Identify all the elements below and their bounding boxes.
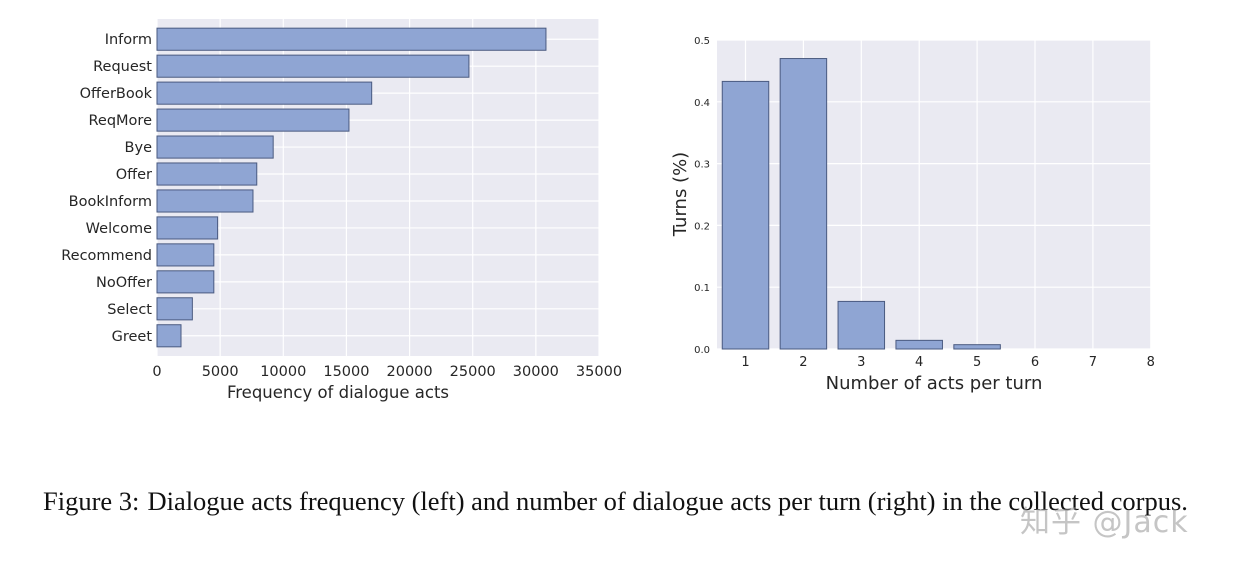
left-x-tick-label: 35000	[576, 364, 622, 380]
right-y-axis-label: Turns (%)	[670, 152, 691, 237]
right-bar-3	[837, 300, 886, 350]
left-x-axis-label: Frequency of dialogue acts	[227, 383, 449, 402]
right-bar-4	[895, 339, 943, 350]
right-x-tick-label: 6	[1031, 355, 1039, 370]
left-bar-recommend	[156, 243, 215, 267]
left-y-tick-label: ReqMore	[89, 113, 153, 129]
left-y-tick-label: Bye	[125, 140, 153, 156]
left-bar-select	[156, 297, 193, 321]
left-x-tick-label: 10000	[260, 364, 306, 380]
left-y-tick-label: Recommend	[61, 248, 152, 264]
right-y-tick-label: 0.0	[694, 345, 710, 356]
right-x-tick-label: 1	[741, 355, 749, 370]
right-bar-chart: 0.0 0.1 0.2 0.3 0.4 0.5 1 2 3 4 5 6 7 8 Number of acts…	[670, 36, 1155, 394]
left-bar-reqmore	[156, 108, 350, 132]
right-y-tick-label: 0.3	[694, 160, 710, 171]
left-y-tick-label: Inform	[105, 32, 152, 48]
right-x-axis-label: Number of acts per turn	[826, 373, 1043, 394]
right-y-tick-label: 0.1	[694, 283, 710, 294]
left-y-tick-label: NoOffer	[96, 275, 152, 291]
left-bar-request	[156, 54, 470, 78]
caption-text: Dialogue acts frequency (left) and numbe…	[147, 486, 1188, 516]
left-x-tick-label: 5000	[202, 364, 239, 380]
left-bar-bye	[156, 135, 274, 159]
figure-caption: Figure 3: Dialogue acts frequency (left) …	[43, 483, 1228, 519]
left-y-tick-label: Greet	[112, 329, 153, 345]
left-x-tick-label: 20000	[387, 364, 433, 380]
left-bar-welcome	[156, 216, 219, 240]
left-bar-bookinform	[156, 189, 254, 213]
caption-label: Figure 3:	[43, 486, 140, 516]
left-bar-offer	[156, 162, 258, 186]
left-bar-chart: 0 5000 10000 15000 20000 25000 30000 35000 Infor…	[61, 19, 622, 402]
left-y-tick-label: Offer	[116, 167, 152, 183]
watermark: 知乎 @Jack	[1020, 505, 1189, 540]
right-x-tick-label: 3	[857, 355, 865, 370]
left-bar-offerbook	[156, 81, 373, 105]
right-x-tick-label: 5	[973, 355, 981, 370]
left-x-tick-label: 30000	[513, 364, 559, 380]
left-y-tick-label: OfferBook	[80, 86, 153, 102]
left-y-tick-label: BookInform	[69, 194, 152, 210]
left-y-tick-label: Select	[107, 302, 152, 318]
left-x-tick-label: 15000	[323, 364, 369, 380]
right-x-tick-label: 4	[915, 355, 923, 370]
right-y-tick-label: 0.4	[694, 98, 710, 109]
figure-charts: 0 5000 10000 15000 20000 25000 30000 35000 Infor…	[61, 19, 1155, 402]
right-y-tick-label: 0.2	[694, 221, 710, 232]
left-bar-greet	[156, 324, 182, 348]
right-x-tick-label: 7	[1089, 355, 1097, 370]
left-bar-inform	[156, 27, 547, 51]
right-bar-2	[779, 58, 828, 350]
left-x-tick-label: 0	[152, 364, 161, 380]
right-y-tick-label: 0.5	[694, 36, 710, 47]
left-bar-nooffer	[156, 270, 215, 294]
left-x-tick-label: 25000	[450, 364, 496, 380]
right-bar-5	[953, 344, 1001, 350]
right-bar-1	[721, 80, 770, 350]
right-x-tick-label: 2	[799, 355, 807, 370]
left-y-tick-label: Request	[93, 59, 152, 75]
right-x-tick-label: 8	[1147, 355, 1155, 370]
left-y-tick-label: Welcome	[86, 221, 152, 237]
